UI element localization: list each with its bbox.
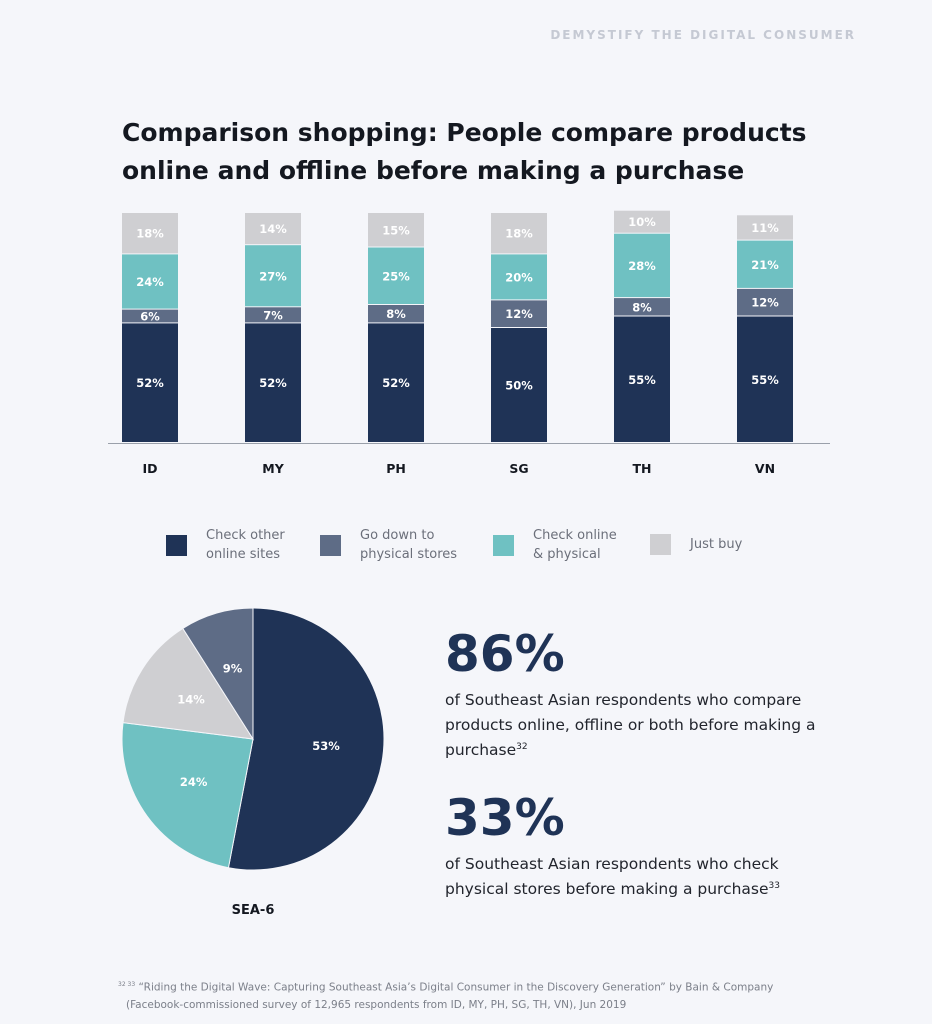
legend-swatch [650, 534, 671, 555]
bar-value-label: 6% [140, 310, 160, 324]
bar-value-label: 15% [382, 223, 410, 237]
footnote: 32 33 “Riding the Digital Wave: Capturin… [118, 976, 878, 1014]
bar-segment [614, 210, 670, 233]
pie-slice-label: 9% [223, 662, 243, 676]
legend-item-just-buy: Just buy [650, 534, 742, 555]
bar-segment [245, 307, 301, 323]
footnote-line-1: 32 33 “Riding the Digital Wave: Capturin… [118, 976, 878, 997]
bar-value-label: 55% [628, 373, 656, 387]
legend-swatch [166, 534, 187, 556]
stat-description: of Southeast Asian respondents who compa… [445, 688, 825, 763]
stat-value: 86% [445, 625, 565, 683]
bar-segment [491, 213, 547, 254]
bar-segment [368, 213, 424, 247]
legend-label: Check online & physical [533, 528, 617, 562]
bar-value-label: 52% [259, 376, 287, 390]
stat-value: 33% [445, 789, 565, 847]
legend-item-check-other-online: Check other online sites [166, 526, 285, 564]
bar-segment [122, 254, 178, 309]
bar-value-label: 28% [628, 259, 656, 273]
bar-segment [737, 215, 793, 240]
pie-slice-label: 14% [177, 693, 205, 707]
stat-block-physical: 33% of Southeast Asian respondents who c… [445, 790, 825, 902]
bar-segment [737, 316, 793, 442]
footnote-refs: 32 33 [118, 981, 136, 988]
page-title: Comparison shopping: People compare prod… [122, 118, 807, 185]
x-tick-label: SG [509, 461, 528, 476]
stat-description: of Southeast Asian respondents who check… [445, 852, 825, 902]
bar-value-label: 55% [751, 373, 779, 387]
bar-value-label: 12% [505, 307, 533, 321]
footnote-ref: 32 [516, 741, 528, 752]
bar-value-label: 18% [505, 227, 533, 241]
bar-value-label: 52% [136, 376, 164, 390]
legend: Check other online sites Go down to phys… [166, 526, 806, 570]
pie-slice [182, 607, 254, 741]
bar-segment [245, 213, 301, 245]
bar-segment [491, 328, 547, 442]
x-tick-label: MY [262, 461, 284, 476]
bar-segment [368, 247, 424, 304]
legend-label: Check other online sites [206, 528, 285, 562]
bar-segment [368, 305, 424, 323]
footnote-ref: 33 [768, 880, 780, 891]
stat-block-compare: 86% of Southeast Asian respondents who c… [445, 626, 825, 763]
stacked-bar-chart: 52% 6% 24% 18% ID 52% 7% 27% 14% MY 52% 8% 25% 15% PH 5… [108, 210, 830, 476]
bar-value-label: 24% [136, 275, 164, 289]
pie-caption: SEA-6 [232, 903, 275, 918]
bar-segment [122, 309, 178, 323]
x-tick-label: ID [142, 461, 157, 476]
header-tag: DEMYSTIFY THE DIGITAL CONSUMER [550, 28, 856, 42]
footnote-source: “Riding the Digital Wave: Capturing Sout… [138, 981, 774, 994]
bar-value-label: 8% [386, 307, 406, 321]
stat-description-text: of Southeast Asian respondents who check… [445, 855, 779, 898]
pie-chart: 53% 24% 14% 9% SEA-6 [121, 607, 385, 918]
x-tick-label: TH [633, 461, 652, 476]
bar-segment [614, 233, 670, 298]
bar-segment [614, 316, 670, 442]
legend-label: Go down to physical stores [360, 528, 458, 562]
footnote-line-2: (Facebook-commissioned survey of 12,965 … [126, 998, 627, 1011]
pie-slice [122, 627, 254, 740]
bar-value-label: 8% [632, 300, 652, 314]
bar-segment [245, 323, 301, 442]
bar-segment [491, 254, 547, 300]
bar-segment [491, 300, 547, 327]
bar-value-label: 18% [136, 227, 164, 241]
pie-slice [121, 722, 254, 869]
bar-segment [245, 245, 301, 307]
bar-segment [737, 288, 793, 316]
stat-description-text: of Southeast Asian respondents who compa… [445, 691, 816, 759]
bar-value-label: 12% [751, 296, 779, 310]
x-tick-label: PH [386, 461, 406, 476]
legend-item-go-down-physical: Go down to physical stores [320, 526, 457, 564]
bar-value-label: 21% [751, 258, 779, 272]
bar-value-label: 14% [259, 222, 287, 236]
pie-slice [227, 607, 385, 871]
legend-label: Just buy [690, 537, 743, 552]
bar-value-label: 20% [505, 270, 533, 284]
bar-value-label: 27% [259, 269, 287, 283]
pie-slice-label: 53% [312, 739, 340, 753]
bar-segment [122, 213, 178, 254]
x-tick-label: VN [755, 461, 775, 476]
bar-value-label: 25% [382, 269, 410, 283]
bar-segment [614, 298, 670, 316]
bar-value-label: 50% [505, 379, 533, 393]
legend-item-check-online-physical: Check online & physical [493, 526, 617, 564]
bar-value-label: 10% [628, 215, 656, 229]
bar-segment [122, 323, 178, 442]
bar-value-label: 52% [382, 376, 410, 390]
bar-value-label: 7% [263, 308, 283, 322]
bar-segment [368, 323, 424, 442]
bar-segment [737, 240, 793, 288]
legend-swatch [493, 534, 514, 556]
bar-value-label: 11% [751, 221, 779, 235]
legend-swatch [320, 534, 341, 556]
pie-slice-label: 24% [180, 775, 208, 789]
